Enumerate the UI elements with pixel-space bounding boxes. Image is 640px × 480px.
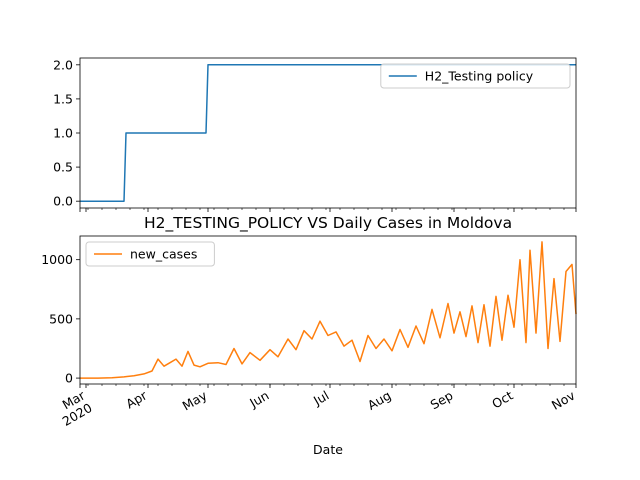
y-tick-label: 500 bbox=[49, 311, 73, 326]
legend: new_cases bbox=[85, 241, 215, 267]
legend-box bbox=[85, 241, 215, 267]
y-tick-label: 1000 bbox=[41, 252, 73, 267]
legend-label: new_cases bbox=[130, 247, 197, 262]
x-axis-label: Date bbox=[313, 442, 343, 457]
series-line-new-cases bbox=[80, 241, 577, 379]
legend-label: H2_Testing policy bbox=[425, 69, 534, 84]
y-tick-label: 0.0 bbox=[53, 194, 73, 209]
legend: H2_Testing policy bbox=[380, 63, 571, 89]
y-tick-label: 1.5 bbox=[53, 91, 73, 106]
series-line-h2-testing-policy bbox=[80, 64, 576, 202]
y-tick-label: 0.5 bbox=[53, 160, 73, 175]
x-tick-label: Jul bbox=[310, 388, 331, 409]
legend-box bbox=[380, 63, 571, 89]
y-tick-label: 2.0 bbox=[53, 57, 73, 72]
y-tick-label: 0 bbox=[65, 371, 73, 386]
plot-frame bbox=[79, 235, 577, 385]
top-subplot: 0.0 0.5 1.0 1.5 2.0 H2_Testing policy bbox=[53, 57, 577, 212]
y-tick-label: 1.0 bbox=[53, 126, 73, 141]
x-tick-label-line: Jul bbox=[310, 388, 331, 409]
chart-title: H2_TESTING_POLICY VS Daily Cases in Mold… bbox=[144, 214, 512, 233]
